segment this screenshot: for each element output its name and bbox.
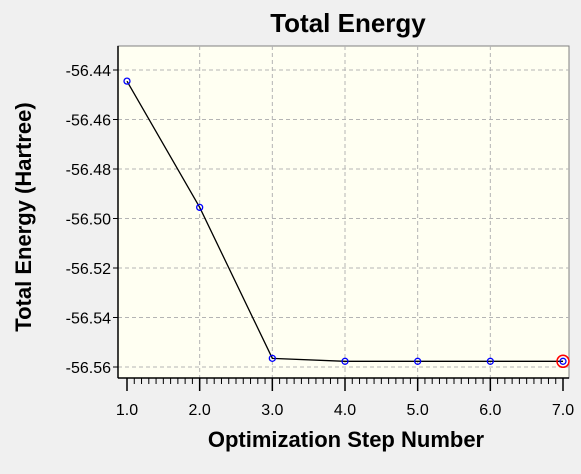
data-point[interactable]	[123, 77, 131, 85]
data-point[interactable]	[341, 357, 349, 365]
data-point[interactable]	[414, 357, 422, 365]
x-tick-label: 2.0	[189, 402, 211, 419]
data-point[interactable]	[268, 354, 276, 362]
y-tick-label: -56.44	[66, 63, 111, 80]
series	[126, 80, 563, 362]
x-tick-label: 7.0	[552, 402, 574, 419]
y-tick-label: -56.52	[66, 261, 111, 278]
x-tick-label: 4.0	[334, 402, 356, 419]
data-point[interactable]	[559, 357, 567, 365]
y-tick-label: -56.56	[66, 360, 111, 377]
markers	[123, 77, 570, 369]
axes: 1.0 2.0 3.0 4.0 5.0 6.0 7.0 -56.44 -56.46 -56.48 -…	[66, 46, 574, 419]
x-axis-title: Optimization Step Number	[208, 427, 485, 452]
data-point[interactable]	[486, 357, 494, 365]
y-tick-label: -56.46	[66, 113, 111, 130]
x-tick-label: 5.0	[407, 402, 429, 419]
plot-area	[117, 45, 570, 379]
y-axis-title: Total Energy (Hartree)	[11, 102, 36, 331]
x-tick-label: 6.0	[479, 402, 501, 419]
y-tick-label: -56.50	[66, 212, 111, 229]
data-point[interactable]	[196, 203, 204, 212]
x-tick-label: 1.0	[116, 402, 138, 419]
x-tick-label: 3.0	[261, 402, 283, 419]
y-tick-label: -56.48	[66, 162, 111, 179]
y-tick-label: -56.54	[66, 311, 111, 328]
current-point-highlight	[556, 354, 570, 369]
energy-series-line	[126, 80, 563, 362]
grid	[118, 46, 569, 378]
chart-title: Total Energy	[270, 8, 426, 38]
